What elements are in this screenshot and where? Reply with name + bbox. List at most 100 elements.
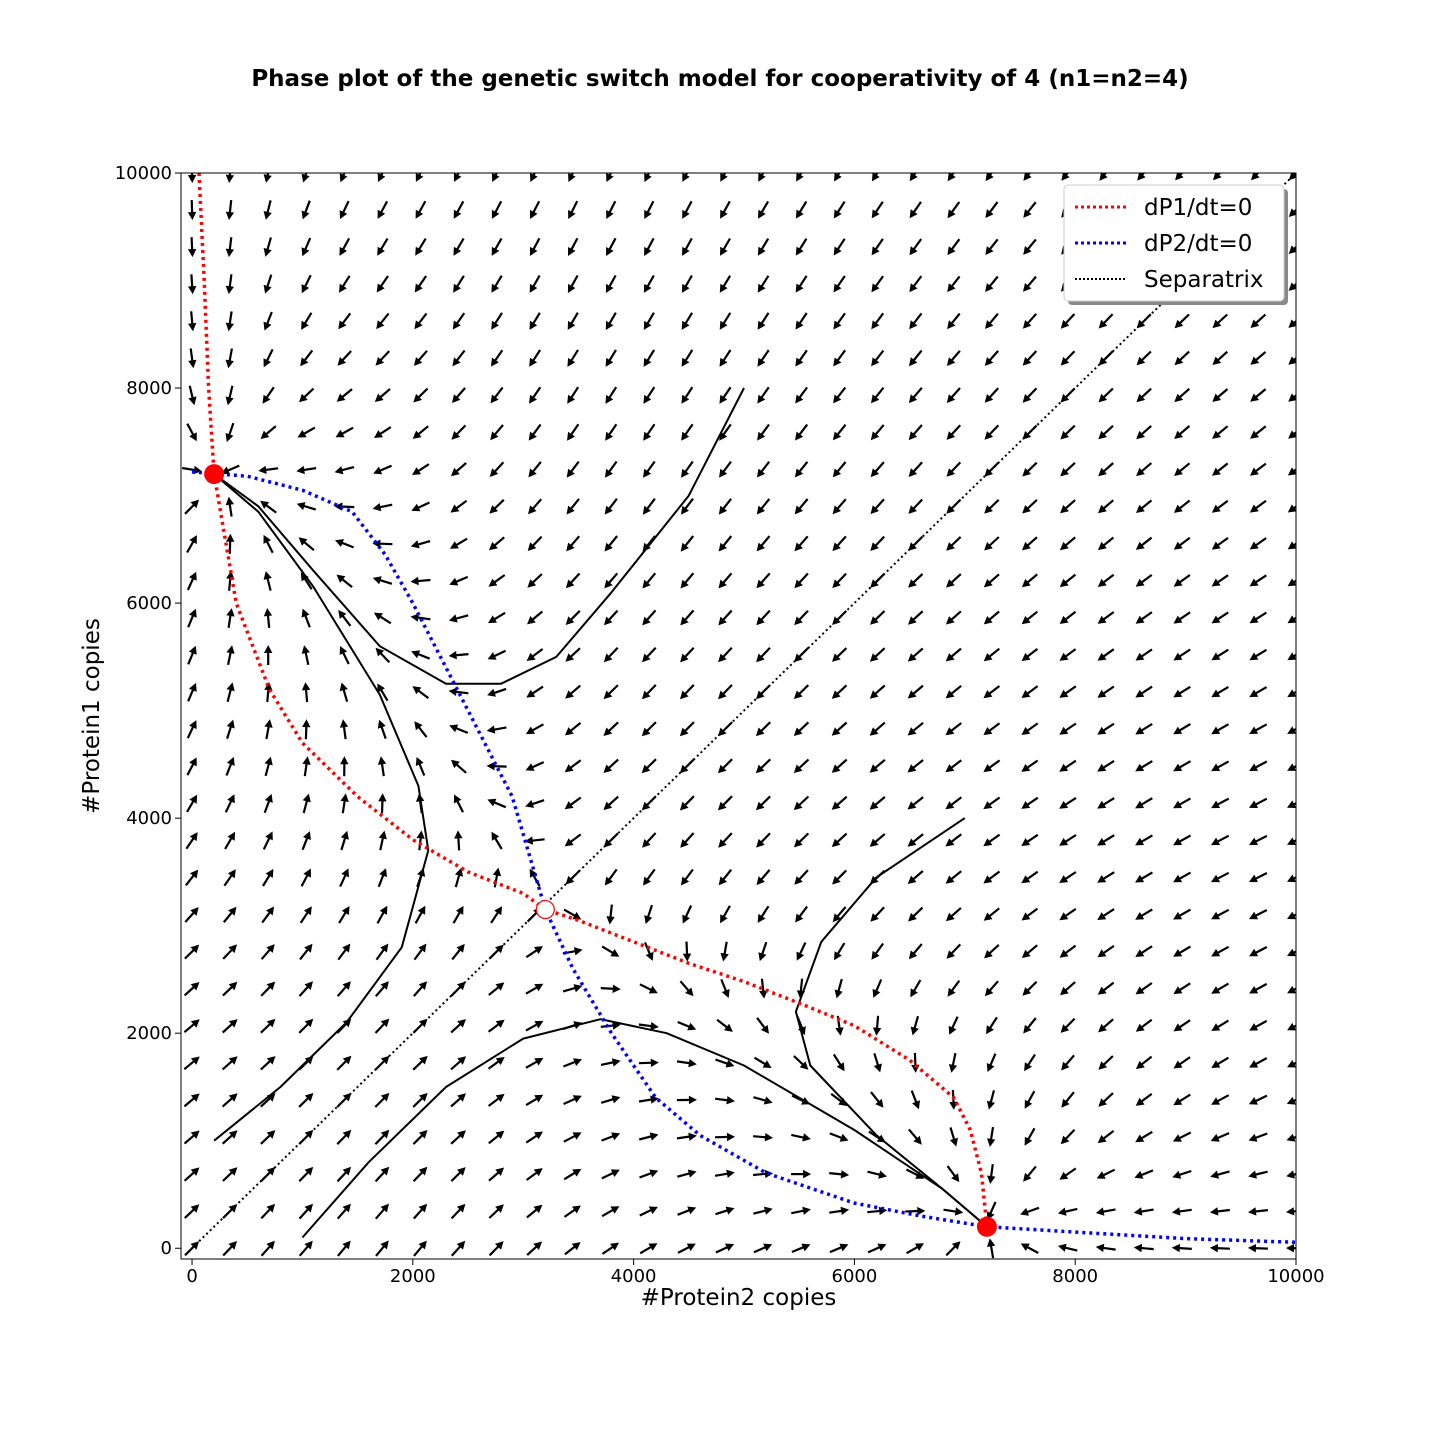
vector-arrow xyxy=(1173,982,1191,995)
vector-arrow xyxy=(791,1243,811,1254)
vector-arrow xyxy=(720,978,730,998)
vector-arrow xyxy=(907,721,924,736)
vector-arrow xyxy=(795,312,808,330)
vector-arrow xyxy=(984,350,999,366)
vector-arrow xyxy=(225,756,235,776)
vector-arrow xyxy=(375,943,389,961)
vector-arrow xyxy=(491,237,503,256)
vector-arrow xyxy=(187,200,197,221)
vector-arrow xyxy=(603,758,619,773)
vector-arrow xyxy=(453,237,465,256)
vector-arrow xyxy=(869,647,886,662)
vector-arrow xyxy=(600,984,621,993)
vector-arrow xyxy=(263,571,272,591)
vector-arrow xyxy=(1021,573,1038,588)
vector-arrow xyxy=(1059,573,1077,588)
vector-arrow xyxy=(680,535,695,552)
vector-arrow xyxy=(946,536,962,551)
vector-arrow xyxy=(909,275,923,293)
x-tick-label: 10000 xyxy=(1267,1266,1324,1287)
vector-arrow xyxy=(679,795,695,811)
vector-arrow xyxy=(755,758,772,774)
vector-arrow xyxy=(794,535,809,552)
vector-arrow xyxy=(566,535,581,552)
vector-arrow xyxy=(641,721,657,737)
vector-arrow xyxy=(378,793,387,814)
stable-fixed-point xyxy=(976,1216,997,1237)
vector-arrow xyxy=(1287,948,1296,957)
vector-arrow xyxy=(676,1095,697,1105)
vector-arrow xyxy=(753,1243,773,1254)
vector-arrow xyxy=(1097,536,1115,551)
vector-arrow xyxy=(1211,797,1230,809)
vector-arrow xyxy=(833,349,846,367)
vector-arrow xyxy=(983,722,1001,736)
legend: dP1/dt=0 dP2/dt=0 Separatrix xyxy=(1063,184,1288,305)
vector-arrow xyxy=(225,422,235,442)
vector-arrow xyxy=(302,793,311,814)
vector-arrow xyxy=(1211,945,1230,957)
vector-arrow xyxy=(1249,1019,1268,1031)
vector-arrow xyxy=(526,1241,543,1256)
vector-arrow xyxy=(487,798,507,809)
vector-arrow xyxy=(833,238,846,256)
trajectory xyxy=(213,473,430,1142)
vector-arrow xyxy=(337,350,352,366)
vector-arrow xyxy=(375,350,391,366)
vector-arrow xyxy=(226,608,235,628)
vector-arrow xyxy=(983,870,1001,884)
vector-arrow xyxy=(947,173,956,182)
vector-arrow xyxy=(945,722,962,736)
vector-arrow xyxy=(1097,797,1115,809)
vector-arrow xyxy=(221,1093,238,1108)
vector-arrow xyxy=(1211,537,1229,550)
vector-arrow xyxy=(1174,462,1191,476)
vector-arrow xyxy=(946,943,962,959)
vector-arrow xyxy=(1174,313,1190,329)
vector-arrow xyxy=(1211,760,1230,772)
vector-arrow xyxy=(413,1240,427,1257)
vector-arrow xyxy=(263,173,272,183)
vector-arrow xyxy=(643,274,655,293)
vector-arrow xyxy=(1248,1207,1269,1216)
vector-arrow xyxy=(983,610,1000,625)
vector-arrow xyxy=(1211,908,1230,920)
vector-arrow xyxy=(567,386,580,404)
vector-arrow xyxy=(718,498,732,515)
vector-arrow xyxy=(263,237,272,257)
vector-arrow xyxy=(1250,425,1267,439)
vector-arrow xyxy=(945,759,962,773)
vector-arrow xyxy=(1021,722,1039,735)
vector-arrow xyxy=(715,1058,735,1068)
vector-arrow xyxy=(264,645,273,665)
vector-arrow xyxy=(1059,796,1077,809)
vector-arrow xyxy=(1060,1129,1076,1145)
vector-arrow xyxy=(1212,425,1229,439)
vector-arrow xyxy=(183,1130,200,1145)
vector-arrow xyxy=(757,905,770,923)
vector-arrow xyxy=(260,1130,276,1145)
vector-arrow xyxy=(832,572,847,589)
vector-arrow xyxy=(1249,723,1268,734)
vector-arrow xyxy=(1249,760,1268,771)
y-tick-label: 10000 xyxy=(115,163,172,184)
trajectory xyxy=(794,817,988,1228)
vector-arrow xyxy=(757,349,770,367)
vector-arrow xyxy=(718,646,733,663)
vector-arrow xyxy=(374,1203,389,1220)
vector-arrow xyxy=(1173,685,1191,698)
vector-arrow xyxy=(564,833,582,847)
vector-arrow xyxy=(1137,173,1146,181)
vector-arrow xyxy=(1209,1244,1230,1253)
vector-arrow xyxy=(222,944,237,960)
vector-arrow xyxy=(1135,1130,1153,1143)
vector-arrow xyxy=(870,906,885,922)
vector-arrow xyxy=(680,609,695,626)
vector-arrow xyxy=(793,758,810,773)
vector-arrow xyxy=(1287,615,1296,624)
vector-arrow xyxy=(642,609,657,626)
vector-arrow xyxy=(1288,319,1296,328)
vector-arrow xyxy=(448,614,469,623)
vector-arrow xyxy=(638,1132,659,1141)
